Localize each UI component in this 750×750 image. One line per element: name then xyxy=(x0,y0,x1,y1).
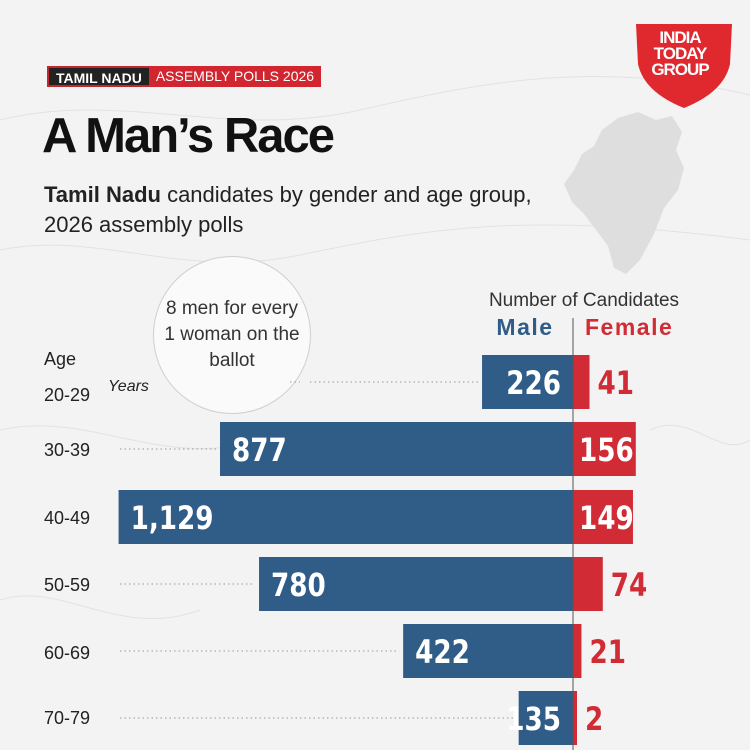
male-bar xyxy=(403,624,573,678)
logo-line-india: INDIA xyxy=(659,28,701,47)
female-bar xyxy=(573,422,636,476)
female-value-label: 74 xyxy=(611,566,648,603)
female-value-label: 2 xyxy=(585,700,603,737)
female-value-label: 41 xyxy=(598,364,635,401)
female-bar xyxy=(573,624,582,678)
logo-line-group: GROUP xyxy=(651,60,709,79)
male-value-label: 422 xyxy=(415,633,470,670)
kicker-tag: TAMIL NADU ASSEMBLY POLLS 2026 xyxy=(47,66,322,87)
female-value-label: 149 xyxy=(579,499,634,536)
male-value-label: 226 xyxy=(506,364,561,401)
male-bar xyxy=(118,490,573,544)
callout-text: 8 men for every 1 woman on the ballot xyxy=(164,298,300,371)
male-bar xyxy=(259,557,573,611)
age-label: 70-79 xyxy=(44,708,91,728)
kicker-event: ASSEMBLY POLLS 2026 xyxy=(148,66,322,87)
male-value-label: 1,129 xyxy=(131,499,214,536)
female-value-label: 156 xyxy=(579,431,634,468)
female-bar xyxy=(573,490,633,544)
legend-male: Male xyxy=(496,314,554,340)
chart-title: Number of Candidates xyxy=(488,290,680,311)
kicker-region: TAMIL NADU xyxy=(47,66,149,87)
male-value-label: 135 xyxy=(506,700,561,737)
callout-bubble: 8 men for every 1 woman on the ballot xyxy=(153,256,311,414)
age-label: 30-39 xyxy=(44,440,91,460)
female-bar xyxy=(573,691,577,745)
legend-female: Female xyxy=(585,314,674,340)
male-bar xyxy=(482,355,573,409)
male-value-label: 877 xyxy=(232,431,287,468)
india-today-logo-icon xyxy=(636,24,732,108)
male-value-label: 780 xyxy=(271,566,326,603)
age-unit-label: Years xyxy=(108,378,149,395)
brand-logo-text: INDIA TODAY GROUP xyxy=(634,28,726,79)
subtitle-region: Tamil Nadu xyxy=(44,182,161,207)
female-bar xyxy=(573,355,590,409)
age-label: 40-49 xyxy=(44,508,91,528)
age-label: 50-59 xyxy=(44,575,91,595)
chart-subtitle: Tamil Nadu candidates by gender and age … xyxy=(44,180,564,240)
tamil-nadu-map-icon xyxy=(564,112,684,274)
age-axis-title: Age xyxy=(44,349,77,369)
subtitle-text: candidates by gender and age group, 2026… xyxy=(44,182,532,237)
female-bar xyxy=(573,557,603,611)
page-title: A Man’s Race xyxy=(42,109,335,163)
male-bar xyxy=(518,691,573,745)
age-label: 20-29 xyxy=(44,385,91,405)
logo-line-today: TODAY xyxy=(653,44,708,63)
male-bar xyxy=(220,422,573,476)
female-value-label: 21 xyxy=(589,633,626,670)
age-label: 60-69 xyxy=(44,643,91,663)
